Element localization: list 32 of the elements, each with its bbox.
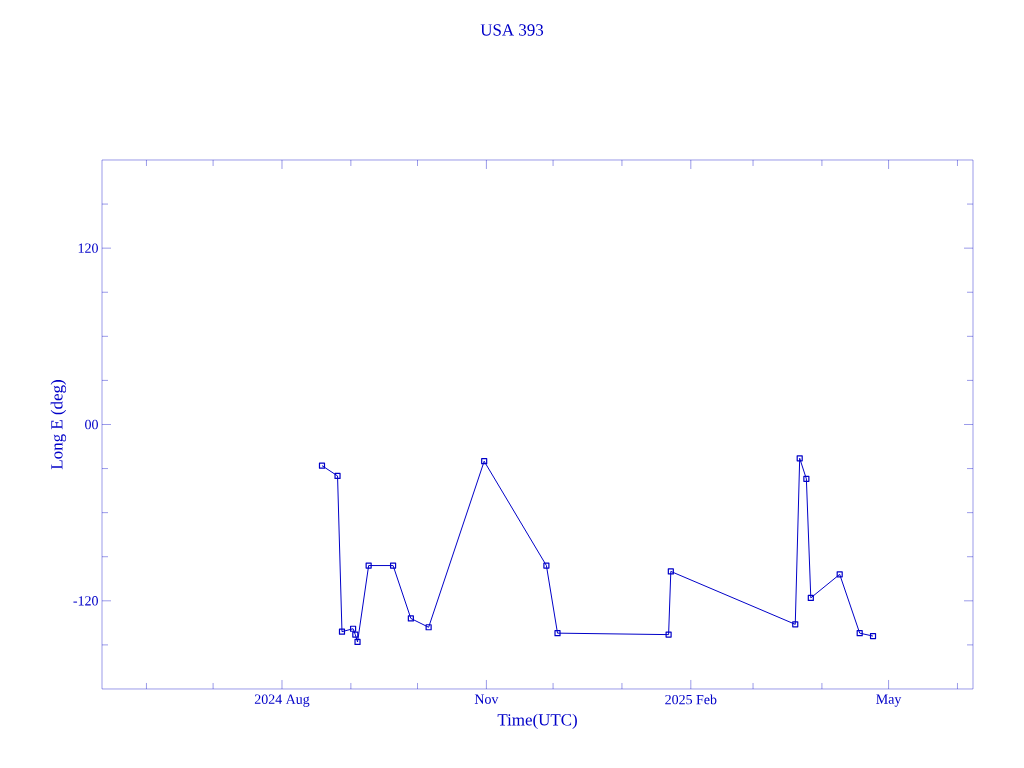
x-tick-label: May bbox=[876, 694, 902, 707]
x-tick-label: 2024 Aug bbox=[254, 694, 310, 707]
point bbox=[665, 631, 672, 638]
point bbox=[796, 455, 803, 462]
y-tick-label: 00 bbox=[85, 419, 98, 430]
point bbox=[318, 462, 326, 469]
point bbox=[389, 562, 397, 569]
point bbox=[425, 624, 432, 631]
point bbox=[334, 472, 341, 480]
x-axis-title: Time(UTC) bbox=[497, 713, 577, 729]
point bbox=[836, 571, 843, 578]
y-axis-title: Long E (deg) bbox=[50, 380, 67, 470]
point bbox=[349, 625, 357, 632]
point bbox=[856, 630, 863, 637]
point bbox=[354, 638, 361, 646]
point bbox=[365, 562, 372, 569]
y-tick-label: -120 bbox=[73, 596, 98, 606]
point bbox=[807, 594, 814, 601]
y-tick-label: 120 bbox=[78, 243, 98, 253]
x-tick-label: Nov bbox=[474, 694, 499, 704]
point bbox=[869, 632, 877, 640]
x-tick-label: 2025 Feb bbox=[665, 694, 717, 705]
point bbox=[803, 475, 810, 482]
point bbox=[481, 458, 488, 465]
point bbox=[667, 568, 674, 575]
point bbox=[543, 562, 550, 569]
chart-title: USA 393 bbox=[480, 24, 544, 36]
point bbox=[338, 628, 346, 635]
point bbox=[792, 621, 799, 628]
point bbox=[554, 630, 561, 637]
point bbox=[352, 631, 359, 638]
point bbox=[407, 615, 414, 622]
